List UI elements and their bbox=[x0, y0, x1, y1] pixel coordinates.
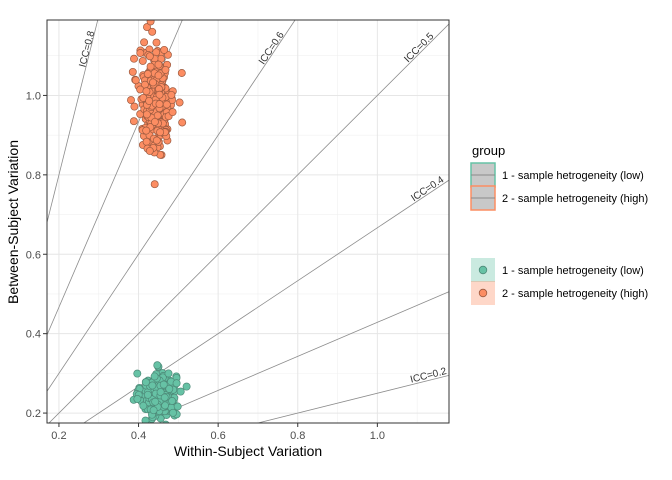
scatter-point bbox=[149, 406, 158, 415]
scatter-point bbox=[130, 54, 138, 63]
plot-panel bbox=[47, 20, 449, 423]
scatter-point bbox=[172, 379, 181, 388]
legend-line-label-high: 2 - sample hetrogeneity (high) bbox=[502, 193, 648, 205]
legend-point-label-low: 1 - sample hetrogeneity (low) bbox=[502, 265, 644, 277]
scatter-point bbox=[159, 380, 168, 389]
scatter-point bbox=[143, 23, 151, 32]
scatter-point bbox=[150, 117, 159, 126]
scatter-point bbox=[152, 136, 161, 145]
scatter-point bbox=[164, 369, 173, 378]
scatter-point bbox=[156, 388, 165, 397]
y-tick-label: 0.4 bbox=[26, 329, 41, 341]
scatter-point bbox=[152, 38, 161, 47]
scatter-point bbox=[141, 378, 150, 387]
scatter-point bbox=[148, 381, 157, 390]
scatter-point bbox=[151, 397, 160, 406]
scatter-point bbox=[129, 117, 138, 126]
scatter-point bbox=[155, 90, 164, 99]
scatter-point bbox=[165, 384, 174, 393]
scatter-point bbox=[176, 387, 185, 396]
scatter-point bbox=[152, 48, 161, 57]
legend-point-key-low bbox=[471, 258, 495, 282]
y-tick-label: 0.6 bbox=[26, 249, 41, 261]
legend-point-key-high bbox=[471, 281, 495, 305]
x-axis-ticks: 0.2 0.4 0.6 0.8 1.0 bbox=[51, 423, 385, 442]
x-axis-title: Within-Subject Variation bbox=[174, 443, 322, 459]
scatter-point bbox=[154, 71, 163, 80]
legend-line-label-low: 1 - sample hetrogeneity (low) bbox=[502, 170, 644, 182]
scatter-point bbox=[127, 96, 135, 105]
scatter-point bbox=[146, 20, 155, 26]
x-tick-label: 1.0 bbox=[370, 430, 385, 442]
scatter-point bbox=[153, 361, 162, 370]
y-tick-label: 0.8 bbox=[26, 170, 41, 182]
scatter-point bbox=[143, 390, 152, 399]
scatter-point bbox=[131, 76, 140, 85]
scatter-point bbox=[145, 146, 154, 155]
y-tick-label: 1.0 bbox=[26, 90, 41, 102]
icc-line bbox=[140, 291, 449, 423]
scatter-point bbox=[138, 56, 147, 65]
y-axis-ticks: 0.2 0.4 0.6 0.8 1.0 bbox=[26, 90, 47, 420]
scatter-point bbox=[149, 78, 157, 87]
scatter-point bbox=[143, 70, 152, 78]
legend-line-key-high bbox=[470, 185, 496, 211]
scatter-point bbox=[173, 402, 182, 411]
grid-lines bbox=[47, 20, 449, 423]
scatter-point bbox=[155, 100, 164, 109]
scatter-point bbox=[133, 369, 142, 378]
scatter-point bbox=[169, 408, 177, 417]
scatter-point bbox=[167, 90, 176, 99]
scatter-point bbox=[148, 27, 157, 36]
series-2-points bbox=[127, 20, 187, 189]
scatter-point bbox=[142, 126, 151, 135]
scatter-point bbox=[177, 69, 186, 77]
legend-line-key-low bbox=[470, 162, 496, 188]
scatter-point bbox=[178, 118, 187, 127]
scatter-point bbox=[146, 62, 155, 71]
y-axis-title: Between-Subject Variation bbox=[5, 140, 21, 304]
scatter-point bbox=[128, 67, 137, 76]
scatter-point bbox=[150, 372, 159, 381]
scatter-point bbox=[140, 38, 149, 47]
scatter-point bbox=[141, 416, 150, 423]
icc-line bbox=[256, 374, 449, 423]
panel-border bbox=[46, 19, 450, 424]
x-tick-label: 0.4 bbox=[131, 430, 146, 442]
scatter-point bbox=[139, 401, 148, 410]
y-tick-label: 0.2 bbox=[26, 408, 41, 420]
x-tick-label: 0.2 bbox=[51, 430, 66, 442]
legend: group 1 - sample hetrogeneity (low) 2 - … bbox=[470, 143, 648, 305]
scatter-point bbox=[168, 108, 177, 117]
legend-title: group bbox=[472, 143, 505, 158]
scatter-point bbox=[145, 96, 154, 105]
scatter-point bbox=[142, 87, 151, 96]
scatter-point bbox=[136, 49, 145, 57]
scatter-point bbox=[133, 395, 142, 403]
scatter-points bbox=[127, 20, 191, 423]
scatter-point bbox=[154, 60, 163, 69]
scatter-point bbox=[162, 100, 171, 109]
scatter-point bbox=[130, 102, 139, 111]
x-tick-label: 0.8 bbox=[290, 430, 305, 442]
scatter-point bbox=[142, 137, 151, 146]
scatter-point bbox=[150, 180, 159, 189]
scatter-point bbox=[160, 45, 169, 54]
legend-point-label-high: 2 - sample hetrogeneity (high) bbox=[502, 288, 648, 300]
scatter-point bbox=[160, 393, 169, 402]
scatter-point bbox=[145, 52, 154, 61]
x-tick-label: 0.6 bbox=[211, 430, 226, 442]
scatter-point bbox=[156, 128, 165, 137]
scatter-point bbox=[182, 382, 191, 391]
scatter-point bbox=[168, 397, 177, 405]
scatter-point bbox=[142, 110, 151, 119]
scatter-point bbox=[175, 98, 184, 107]
scatter-point bbox=[161, 65, 170, 74]
